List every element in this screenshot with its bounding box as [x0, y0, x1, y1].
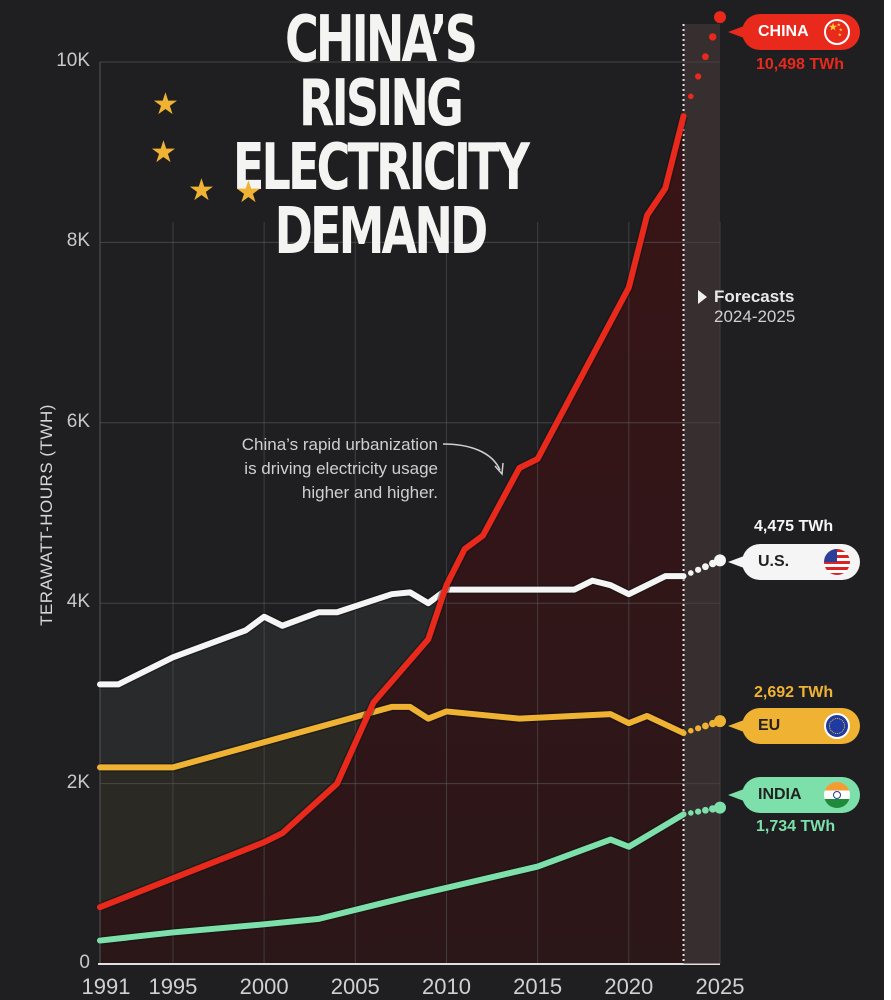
annotation-line: China’s rapid urbanization [241, 435, 438, 454]
x-tick-label: 2000 [239, 974, 289, 999]
china-flag-icon: ★ ★ ★ ★ [824, 19, 850, 45]
x-tick-label: 2010 [421, 974, 471, 999]
eu-forecast-point [695, 725, 702, 732]
y-tick-label: 8K [66, 230, 90, 252]
annotation-line: higher and higher. [301, 483, 438, 502]
eu-label: EU [758, 717, 781, 734]
y-tick-label: 2K [66, 771, 90, 793]
y-tick-label: 6K [66, 410, 90, 432]
china-callout-pointer [728, 26, 744, 38]
india-callout-pointer [728, 789, 744, 801]
eu-forecast-point [688, 727, 694, 734]
us-flag-icon [824, 549, 850, 575]
x-tick-label: 2025 [695, 974, 745, 999]
annotation-text: China’s rapid urbanization is driving el… [160, 433, 438, 505]
forecast-band [683, 24, 720, 964]
y-tick-label: 0 [79, 952, 90, 973]
annotation-arrow [442, 443, 501, 471]
forecast-label: Forecasts 2024-2025 [698, 287, 795, 327]
us-callout-pointer [728, 556, 744, 568]
annotation-arrowhead-icon [494, 462, 504, 476]
title-line-3: DEMAND [274, 195, 489, 269]
chart-title: CHINA’S RISING ELECTRICITY DEMAND [214, 8, 545, 264]
us-label: U.S. [758, 553, 790, 570]
eu-callout: EU [742, 708, 860, 744]
title-line-2: ELECTRICITY [232, 131, 530, 205]
y-tick-label: 4K [66, 591, 90, 613]
us-forecast-point [702, 563, 709, 571]
india-forecast-point [702, 806, 709, 814]
china-forecast-point [695, 73, 702, 80]
india-flag-icon [824, 782, 850, 808]
india-line [97, 811, 687, 944]
us-value: 4,475 TWh [754, 518, 834, 535]
eu-line [97, 703, 687, 771]
star-icon: ★ [188, 174, 215, 207]
china-forecast-point [709, 33, 717, 41]
title-line-1: CHINA’S RISING [284, 3, 478, 141]
us-forecast-point [688, 570, 694, 576]
star-icon: ★ [150, 136, 177, 169]
us-line [97, 573, 687, 688]
china-label: CHINA [758, 23, 809, 40]
x-tick-label: 2020 [604, 974, 654, 999]
china-forecast-point [702, 53, 709, 61]
x-tick-label: 1995 [148, 974, 198, 999]
china-callout: CHINA ★ ★ ★ ★ [742, 14, 860, 50]
india-forecast-point [695, 808, 702, 815]
us-callout: U.S. [742, 544, 860, 580]
india-value: 1,734 TWh [756, 818, 836, 835]
india-label: INDIA [758, 786, 802, 803]
annotation-line: is driving electricity usage [244, 459, 438, 478]
y-tick-label: 10K [56, 50, 90, 71]
china-forecast-point [688, 93, 694, 100]
eu-forecast-point [714, 715, 726, 728]
play-triangle-icon [698, 290, 707, 304]
china-forecast-point [714, 11, 726, 24]
us-forecast-point [695, 566, 702, 573]
eu-forecast-point [702, 722, 709, 730]
eu-callout-pointer [728, 720, 744, 732]
china-value: 10,498 TWh [756, 56, 845, 73]
x-tick-label: 2005 [330, 974, 380, 999]
china-line [97, 113, 687, 911]
forecast-range: 2024-2025 [714, 307, 796, 326]
x-tick-label: 1991 [81, 974, 131, 999]
forecast-title: Forecasts [714, 287, 795, 306]
india-forecast-point [688, 810, 694, 816]
star-icon: ★ [235, 176, 262, 209]
eu-value: 2,692 TWh [754, 684, 834, 701]
us-forecast-point [714, 554, 726, 567]
star-icon: ★ [152, 88, 179, 121]
x-tick-label: 2015 [513, 974, 563, 999]
india-callout: INDIA [742, 777, 860, 813]
india-forecast-point [714, 801, 726, 814]
eu-flag-icon [824, 713, 850, 739]
